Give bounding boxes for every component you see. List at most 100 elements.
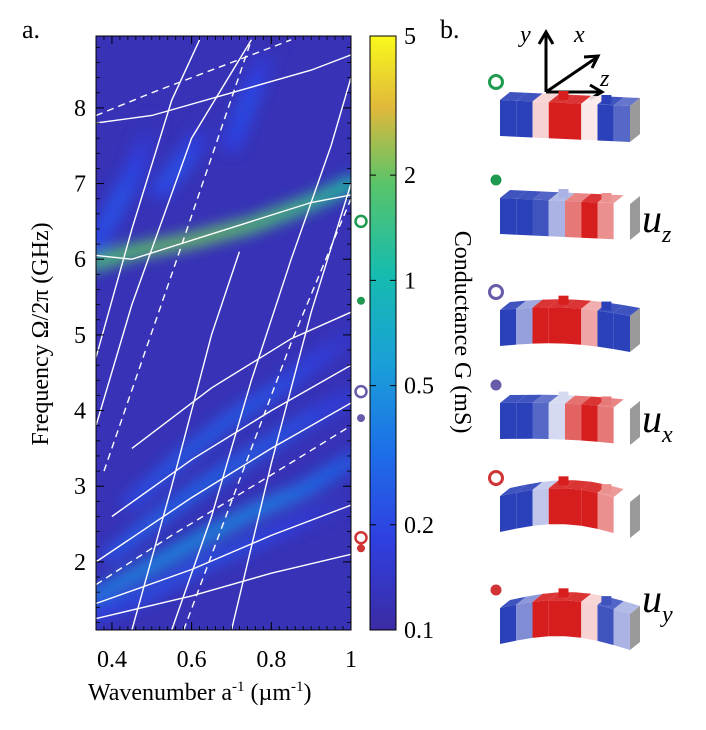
heatmap-plot	[95, 35, 352, 631]
y-tick-label: 5	[74, 323, 86, 349]
beam-top-face	[565, 193, 592, 202]
beam-top-face	[500, 596, 527, 608]
beam-front-face	[613, 407, 630, 445]
beam-top-face	[565, 592, 592, 602]
beam-front-face	[565, 307, 582, 345]
dispersion-curve-solid	[96, 402, 351, 563]
beam-front-face	[581, 404, 598, 442]
axis-label-y: y	[518, 22, 531, 48]
beam-top-face	[500, 484, 527, 496]
dispersion-curve-dashed	[103, 39, 253, 472]
beam-top-face	[500, 190, 527, 199]
colorbar-label: Conductance G (mS)	[449, 231, 475, 434]
dispersion-curve-solid	[96, 39, 201, 358]
beam-top-face	[613, 305, 640, 316]
beam-notch	[558, 588, 569, 598]
mode-label-ux: ux	[642, 396, 673, 448]
beam-front-face	[548, 102, 565, 139]
beam-top-face	[532, 394, 559, 404]
beam-top-face	[581, 593, 608, 605]
filled-marker	[357, 544, 365, 553]
beam-notch	[601, 396, 612, 406]
beam-front-face	[548, 403, 565, 440]
beam-top-face	[565, 299, 592, 309]
mode-markers-a	[354, 214, 368, 553]
beam-top-face	[516, 394, 543, 403]
colorbar-tick-label: 2	[404, 163, 416, 189]
beam-front-face	[532, 488, 549, 526]
mode-shape-1	[488, 74, 640, 142]
beam-front-face	[500, 100, 517, 137]
beam-front-face	[597, 202, 614, 240]
dispersion-curve-solid	[96, 39, 252, 426]
beam-front-face	[532, 402, 549, 440]
beam-front-face	[565, 488, 582, 526]
colorbar-ticks: 5 2 1 0.5 0.2 0.1	[370, 24, 434, 644]
filled-marker	[357, 296, 365, 305]
beam-front-face	[516, 198, 533, 236]
dispersion-curve-solid	[96, 54, 351, 124]
beam-front-face	[516, 307, 533, 345]
beam-top-face	[500, 300, 527, 310]
x-tick-label: 0.6	[177, 647, 207, 673]
beam-front-face	[565, 103, 582, 140]
beam-notch	[558, 189, 569, 198]
beam-top-face	[565, 395, 592, 405]
y-tick-labels: 2 3 4 5 6 7 8	[74, 96, 86, 576]
x-axis-label: Wavenumber a-1 (µm-1)	[88, 679, 312, 706]
beam-top-face	[500, 394, 527, 403]
beam-top-face	[516, 92, 543, 102]
axes-triad	[537, 29, 605, 101]
colorbar-gradient	[369, 35, 397, 631]
mode-marker-open	[488, 470, 504, 486]
y-tick-label: 2	[74, 550, 86, 576]
beam-top-face	[532, 93, 559, 103]
dispersion-curve-solid	[96, 194, 351, 260]
beam-top-face	[516, 593, 543, 605]
beam-top-face	[565, 95, 592, 104]
beam-end-cap	[630, 308, 640, 352]
y-tick-label: 8	[74, 96, 86, 122]
y-arrowhead	[537, 29, 555, 45]
beam-end-cap	[630, 196, 640, 240]
resonance-blob	[340, 387, 351, 404]
mode-marker-open	[488, 74, 504, 90]
dispersion-curves	[96, 39, 351, 630]
dispersion-curve-solid	[171, 77, 351, 630]
beam-top-face	[581, 300, 608, 311]
beam-notch	[558, 91, 569, 100]
beam-front-face	[532, 600, 549, 638]
beam-notch	[558, 295, 569, 305]
beam-top-face	[532, 191, 559, 201]
beam-top-face	[581, 396, 608, 406]
dispersion-curve-solid	[96, 553, 351, 620]
beam-top-face	[581, 193, 608, 203]
dispersion-curve-dashed	[96, 39, 292, 117]
beam-top-face	[613, 399, 640, 409]
beam-end-cap	[630, 401, 640, 445]
mode-shape-2	[490, 174, 640, 240]
beam-notch	[601, 596, 612, 606]
beam-top-face	[581, 95, 608, 105]
beam-front-face	[597, 310, 614, 350]
beam-front-face	[532, 101, 549, 139]
axis-label-z: z	[599, 66, 610, 92]
beam-notch	[558, 391, 569, 401]
mode-marker-filled	[490, 379, 502, 391]
mode-shapes	[488, 74, 640, 650]
mode-label-uy: uy	[642, 576, 673, 628]
beam-front-face	[516, 489, 533, 529]
beam-front-face	[597, 104, 614, 142]
y-tick-label: 6	[74, 247, 86, 273]
beam-front-face	[565, 403, 582, 441]
beam-front-face	[500, 402, 517, 439]
resonance-blob	[140, 115, 163, 131]
mode-label-uz: uz	[642, 196, 672, 248]
mode-marker-filled	[490, 174, 502, 186]
x-axis-arrow	[545, 56, 597, 94]
beam-top-face	[613, 195, 640, 204]
beam-front-face	[532, 307, 549, 344]
colorbar-tick-label: 0.2	[404, 513, 434, 539]
mode-shape-4	[490, 379, 640, 445]
panel-b-label: b.	[440, 15, 460, 44]
